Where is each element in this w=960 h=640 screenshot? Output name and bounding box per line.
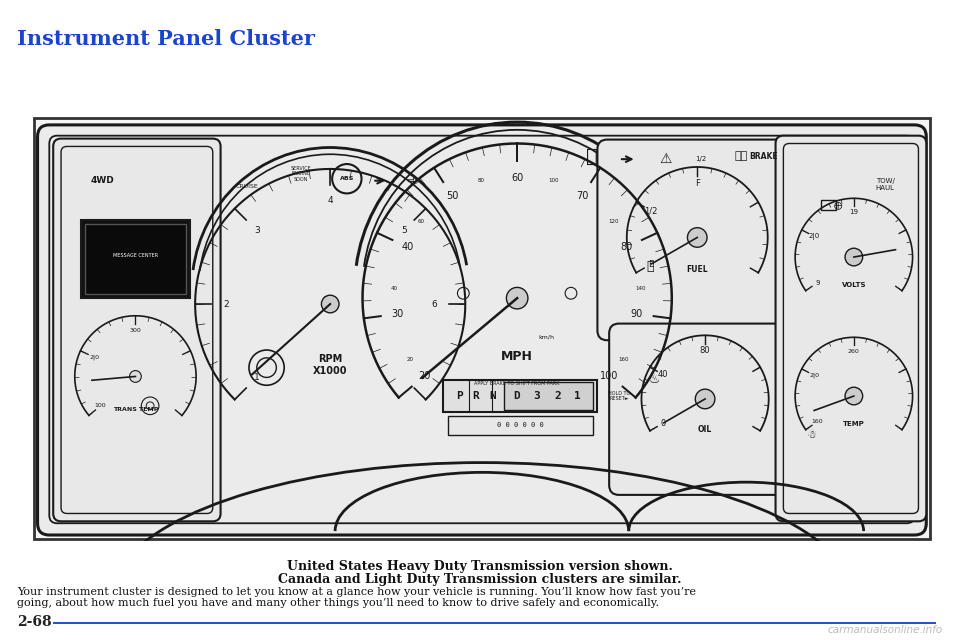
Text: 160: 160 [618, 357, 629, 362]
Text: 80: 80 [477, 178, 484, 183]
Text: 4: 4 [327, 195, 333, 205]
Text: 160: 160 [811, 419, 823, 424]
Text: 20: 20 [407, 357, 414, 362]
Text: 0 0 0 0 0 0: 0 0 0 0 0 0 [496, 422, 543, 428]
Circle shape [506, 287, 528, 309]
Text: Your instrument cluster is designed to let you know at a glance how your vehicle: Your instrument cluster is designed to l… [17, 587, 696, 609]
Text: N: N [490, 391, 496, 401]
Text: 90: 90 [631, 309, 643, 319]
Text: 9: 9 [815, 280, 820, 285]
Text: 260: 260 [848, 349, 860, 354]
Text: 40: 40 [391, 287, 397, 291]
Text: 2|0: 2|0 [808, 233, 820, 240]
Bar [504, 382, 592, 410]
Text: 1: 1 [574, 391, 581, 401]
Text: E: E [648, 260, 654, 269]
Circle shape [845, 387, 863, 405]
Text: 30: 30 [392, 309, 404, 319]
Text: TOW/
HAUL: TOW/ HAUL [876, 178, 895, 191]
FancyBboxPatch shape [37, 125, 926, 535]
Text: 100: 100 [95, 403, 107, 408]
Text: 3: 3 [534, 391, 540, 401]
Text: RPM
X1000: RPM X1000 [313, 354, 348, 376]
FancyBboxPatch shape [53, 139, 221, 522]
Circle shape [130, 371, 141, 382]
Circle shape [322, 295, 339, 313]
Text: 60: 60 [418, 219, 424, 224]
Text: ⚠: ⚠ [660, 152, 672, 166]
Text: 140: 140 [635, 287, 645, 291]
Text: D: D [513, 391, 519, 401]
Circle shape [687, 228, 707, 247]
Text: BRAKE: BRAKE [750, 152, 779, 161]
Text: 1/2: 1/2 [696, 156, 707, 162]
Text: 20: 20 [419, 371, 431, 381]
Text: 6: 6 [431, 300, 437, 308]
Text: ABS: ABS [340, 176, 354, 181]
Text: 100: 100 [600, 371, 619, 381]
Bar [443, 380, 597, 412]
Text: SERVICE
ENGINE
SOON: SERVICE ENGINE SOON [291, 166, 311, 182]
FancyBboxPatch shape [597, 140, 797, 340]
Text: 19: 19 [850, 209, 858, 216]
Text: 80: 80 [620, 242, 633, 252]
Text: 1/2: 1/2 [644, 206, 658, 215]
Text: 1: 1 [253, 373, 259, 382]
Text: TEMP: TEMP [843, 421, 865, 428]
FancyBboxPatch shape [34, 118, 930, 539]
Text: 120: 120 [609, 219, 619, 224]
Text: TRANS TEMP: TRANS TEMP [112, 407, 158, 412]
FancyBboxPatch shape [776, 136, 926, 522]
Circle shape [695, 389, 715, 409]
Text: ⛽: ⛽ [646, 260, 654, 273]
Text: R: R [472, 391, 479, 401]
Text: 2|0: 2|0 [809, 372, 819, 378]
Text: 2|0: 2|0 [89, 355, 99, 360]
Text: 80: 80 [700, 346, 710, 355]
Bar [821, 200, 836, 210]
Text: 2: 2 [224, 300, 229, 308]
Text: km/h: km/h [539, 334, 555, 339]
Text: 4WD: 4WD [90, 176, 114, 185]
Text: ☃: ☃ [805, 430, 816, 440]
Text: 100: 100 [548, 178, 559, 183]
Text: MPH: MPH [501, 351, 533, 364]
Text: 0: 0 [660, 419, 666, 428]
Text: 60: 60 [511, 173, 523, 182]
Text: Ⓒⓘ: Ⓒⓘ [734, 151, 748, 161]
Text: Instrument Panel Cluster: Instrument Panel Cluster [17, 29, 315, 49]
Text: 2-68: 2-68 [17, 615, 52, 629]
Text: 2: 2 [554, 391, 561, 401]
Bar [447, 415, 592, 435]
Text: 3: 3 [253, 226, 259, 235]
Text: MESSAGE CENTER: MESSAGE CENTER [113, 253, 158, 257]
Text: FUEL: FUEL [686, 265, 708, 274]
Text: CRUISE: CRUISE [235, 184, 258, 189]
Text: F: F [695, 179, 700, 188]
FancyBboxPatch shape [610, 324, 801, 495]
Text: VOLTS: VOLTS [842, 282, 866, 288]
Circle shape [845, 248, 863, 266]
Text: APPLY BRAKE TO SHIFT FROM PARK: APPLY BRAKE TO SHIFT FROM PARK [474, 381, 560, 386]
Text: 70: 70 [576, 191, 588, 202]
Text: 5: 5 [401, 226, 407, 235]
Text: United States Heavy Duty Transmission version shown.: United States Heavy Duty Transmission ve… [287, 560, 673, 573]
Text: OIL: OIL [698, 425, 712, 434]
Text: P: P [456, 391, 463, 401]
Text: carmanualsonline.info: carmanualsonline.info [828, 625, 943, 635]
Text: ⨁: ⨁ [834, 201, 842, 210]
Text: 50: 50 [446, 191, 459, 202]
Text: ♨: ♨ [649, 373, 660, 386]
Bar [81, 220, 190, 298]
Text: HOLD TO
RESET►: HOLD TO RESET► [608, 390, 630, 401]
Text: Canada and Light Duty Transmission clusters are similar.: Canada and Light Duty Transmission clust… [278, 573, 682, 586]
Text: ═▷: ═▷ [407, 176, 420, 186]
Bar [84, 224, 186, 294]
Text: 300: 300 [130, 328, 141, 333]
Text: 40: 40 [401, 242, 414, 252]
Text: 40: 40 [658, 371, 668, 380]
Text: ⚹: ⚹ [586, 147, 597, 166]
